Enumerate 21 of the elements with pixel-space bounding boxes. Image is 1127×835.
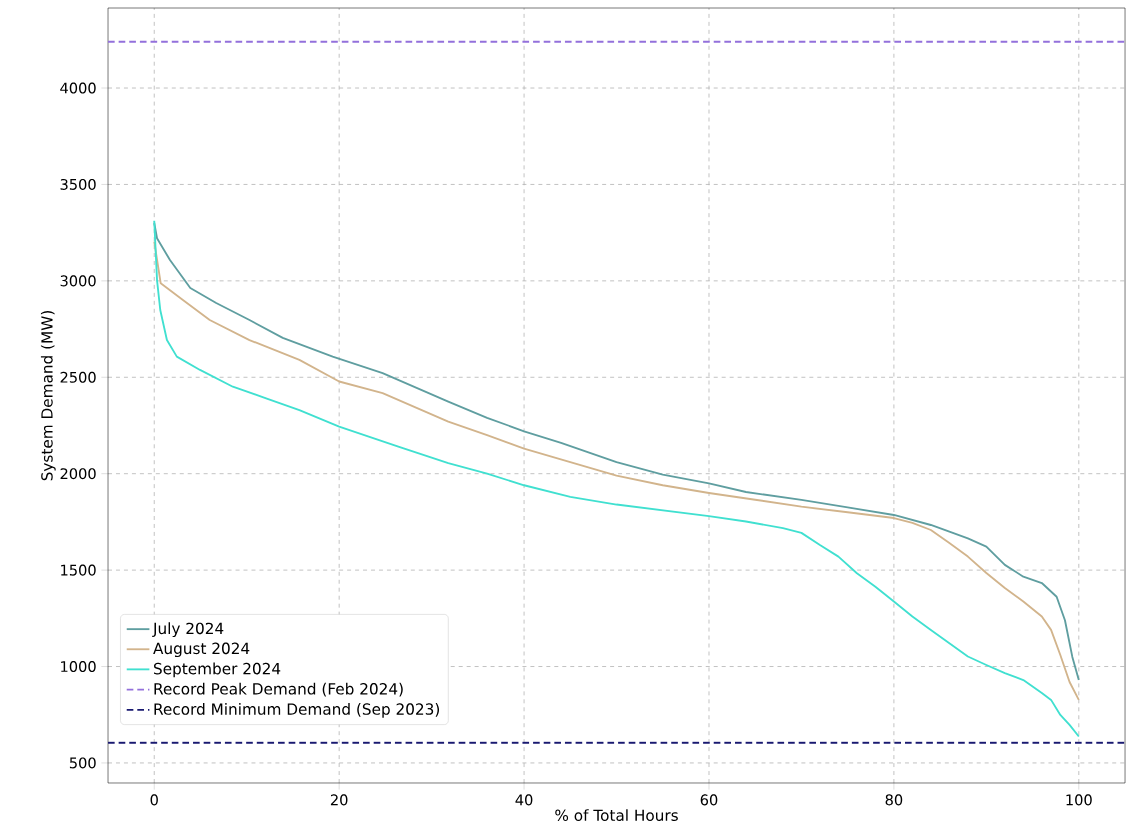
- x-tick-label: 40: [515, 794, 533, 806]
- y-tick-label: 1500: [61, 564, 96, 576]
- legend-label: July 2024: [152, 622, 224, 638]
- y-tick-label: 1000: [61, 661, 96, 673]
- legend-label: August 2024: [153, 642, 250, 658]
- x-tick-label: 20: [330, 794, 348, 806]
- y-tick-label: 2000: [60, 468, 96, 480]
- y-tick-label: 4000: [60, 82, 96, 94]
- y-axis-title: System Demand (MW): [40, 310, 56, 481]
- legend-label: Record Minimum Demand (Sep 2023): [154, 703, 440, 718]
- legend-label: Record Peak Demand (Feb 2024): [154, 682, 403, 697]
- y-tick-label: 3500: [60, 178, 96, 190]
- x-tick-label: 100: [1066, 794, 1092, 806]
- legend-label: September 2024: [153, 662, 281, 678]
- x-axis-title: % of Total Hours: [555, 809, 678, 821]
- y-tick-label: 3000: [60, 275, 96, 287]
- y-tick-label: 2500: [60, 371, 96, 383]
- y-tick-label: 500: [69, 757, 96, 769]
- x-tick-label: 0: [150, 794, 158, 806]
- x-tick-label: 80: [885, 794, 903, 806]
- x-tick-label: 60: [700, 794, 718, 806]
